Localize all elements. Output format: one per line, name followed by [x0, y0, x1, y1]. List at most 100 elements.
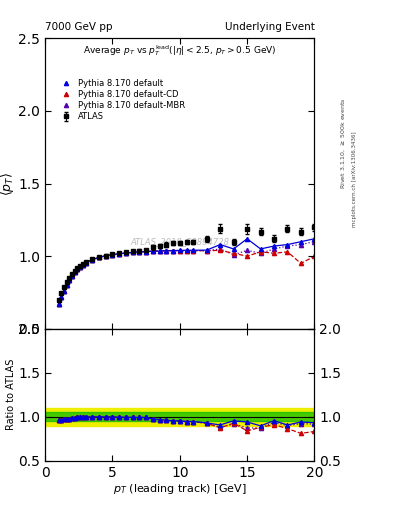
Pythia 8.170 default-CD	[124, 250, 129, 256]
Text: ATLAS_2010_S8894728: ATLAS_2010_S8894728	[130, 237, 229, 246]
Pythia 8.170 default-MBR	[245, 247, 250, 253]
Pythia 8.170 default-MBR	[130, 249, 135, 255]
Pythia 8.170 default-CD	[117, 251, 121, 257]
Pythia 8.170 default-MBR	[81, 262, 85, 268]
Pythia 8.170 default	[97, 254, 101, 261]
Pythia 8.170 default-CD	[83, 260, 88, 266]
Pythia 8.170 default	[64, 282, 69, 288]
Pythia 8.170 default	[78, 264, 83, 270]
Pythia 8.170 default-CD	[78, 264, 83, 270]
Pythia 8.170 default-MBR	[78, 264, 83, 270]
Pythia 8.170 default-CD	[72, 269, 77, 275]
Pythia 8.170 default	[218, 242, 222, 248]
Pythia 8.170 default-CD	[151, 248, 155, 254]
Pythia 8.170 default-CD	[157, 248, 162, 254]
Pythia 8.170 default-MBR	[144, 248, 149, 254]
Pythia 8.170 default-MBR	[90, 257, 95, 263]
Pythia 8.170 default	[75, 266, 80, 272]
Pythia 8.170 default	[144, 248, 149, 254]
Pythia 8.170 default-CD	[204, 248, 209, 254]
Pythia 8.170 default-CD	[75, 266, 80, 272]
Pythia 8.170 default-CD	[110, 251, 115, 258]
Pythia 8.170 default	[191, 247, 196, 253]
Line: Pythia 8.170 default: Pythia 8.170 default	[57, 237, 316, 306]
Pythia 8.170 default-CD	[258, 249, 263, 255]
Pythia 8.170 default	[110, 251, 115, 258]
Pythia 8.170 default-CD	[97, 254, 101, 261]
Pythia 8.170 default-CD	[90, 257, 95, 263]
Bar	[45, 408, 314, 425]
Pythia 8.170 default-MBR	[117, 251, 121, 257]
Pythia 8.170 default	[157, 248, 162, 254]
Pythia 8.170 default-CD	[231, 250, 236, 257]
Pythia 8.170 default-CD	[191, 248, 196, 254]
Pythia 8.170 default-CD	[171, 248, 175, 254]
Pythia 8.170 default-MBR	[204, 248, 209, 254]
Pythia 8.170 default-MBR	[178, 248, 182, 254]
Pythia 8.170 default-MBR	[218, 246, 222, 252]
Pythia 8.170 default-MBR	[110, 251, 115, 258]
Pythia 8.170 default-CD	[178, 248, 182, 254]
Text: Average $p_T$ vs $p_T^{\rm lead}$($|\eta| < 2.5$, $p_T > 0.5$ GeV): Average $p_T$ vs $p_T^{\rm lead}$($|\eta…	[83, 43, 277, 58]
Pythia 8.170 default	[272, 243, 276, 249]
Pythia 8.170 default-CD	[299, 261, 303, 267]
Text: 7000 GeV pp: 7000 GeV pp	[45, 22, 113, 32]
Pythia 8.170 default-MBR	[299, 242, 303, 248]
Pythia 8.170 default-MBR	[272, 246, 276, 252]
Pythia 8.170 default	[171, 247, 175, 253]
Pythia 8.170 default-MBR	[137, 249, 142, 255]
Pythia 8.170 default-MBR	[75, 266, 80, 272]
Pythia 8.170 default	[231, 246, 236, 252]
Pythia 8.170 default-MBR	[164, 248, 169, 254]
Pythia 8.170 default-CD	[64, 282, 69, 288]
Pythia 8.170 default	[70, 273, 75, 280]
Pythia 8.170 default-CD	[218, 247, 222, 253]
Pythia 8.170 default-MBR	[72, 269, 77, 275]
Pythia 8.170 default-MBR	[258, 250, 263, 257]
Pythia 8.170 default	[130, 249, 135, 255]
Pythia 8.170 default-CD	[272, 250, 276, 257]
Text: Rivet 3.1.10, $\geq$ 500k events: Rivet 3.1.10, $\geq$ 500k events	[340, 97, 347, 189]
Pythia 8.170 default-CD	[285, 249, 290, 255]
Pythia 8.170 default	[117, 251, 121, 257]
Pythia 8.170 default	[285, 242, 290, 248]
Pythia 8.170 default-CD	[184, 248, 189, 254]
Pythia 8.170 default-MBR	[124, 250, 129, 256]
Y-axis label: $\langle p_{T} \rangle$: $\langle p_{T} \rangle$	[0, 172, 16, 196]
Pythia 8.170 default	[258, 246, 263, 252]
Pythia 8.170 default	[62, 288, 66, 294]
Line: Pythia 8.170 default-CD: Pythia 8.170 default-CD	[57, 248, 316, 306]
Pythia 8.170 default-CD	[164, 248, 169, 254]
Pythia 8.170 default-MBR	[56, 301, 61, 307]
Text: Underlying Event: Underlying Event	[224, 22, 314, 32]
Pythia 8.170 default-CD	[130, 249, 135, 255]
Pythia 8.170 default-MBR	[285, 243, 290, 249]
Pythia 8.170 default	[164, 248, 169, 254]
Pythia 8.170 default	[83, 260, 88, 266]
Pythia 8.170 default-CD	[70, 273, 75, 280]
Pythia 8.170 default	[299, 239, 303, 245]
Pythia 8.170 default-CD	[137, 249, 142, 255]
Pythia 8.170 default	[312, 236, 317, 242]
Pythia 8.170 default	[90, 257, 95, 263]
Text: mcplots.cern.ch [arXiv:1306.3436]: mcplots.cern.ch [arXiv:1306.3436]	[352, 132, 357, 227]
Pythia 8.170 default-MBR	[151, 248, 155, 254]
Pythia 8.170 default	[178, 247, 182, 253]
Pythia 8.170 default-MBR	[97, 254, 101, 261]
Pythia 8.170 default-MBR	[231, 252, 236, 258]
Pythia 8.170 default	[59, 294, 64, 300]
Pythia 8.170 default-MBR	[312, 239, 317, 245]
Pythia 8.170 default	[137, 249, 142, 255]
Pythia 8.170 default-CD	[56, 301, 61, 307]
Pythia 8.170 default-MBR	[157, 248, 162, 254]
Pythia 8.170 default-MBR	[184, 248, 189, 254]
Pythia 8.170 default	[184, 247, 189, 253]
Pythia 8.170 default-CD	[245, 253, 250, 259]
Y-axis label: Ratio to ATLAS: Ratio to ATLAS	[6, 359, 16, 431]
Pythia 8.170 default-MBR	[70, 273, 75, 280]
Pythia 8.170 default-CD	[62, 288, 66, 294]
Line: Pythia 8.170 default-MBR: Pythia 8.170 default-MBR	[57, 240, 316, 306]
Pythia 8.170 default-MBR	[191, 248, 196, 254]
Pythia 8.170 default	[67, 278, 72, 284]
Pythia 8.170 default-MBR	[62, 288, 66, 294]
